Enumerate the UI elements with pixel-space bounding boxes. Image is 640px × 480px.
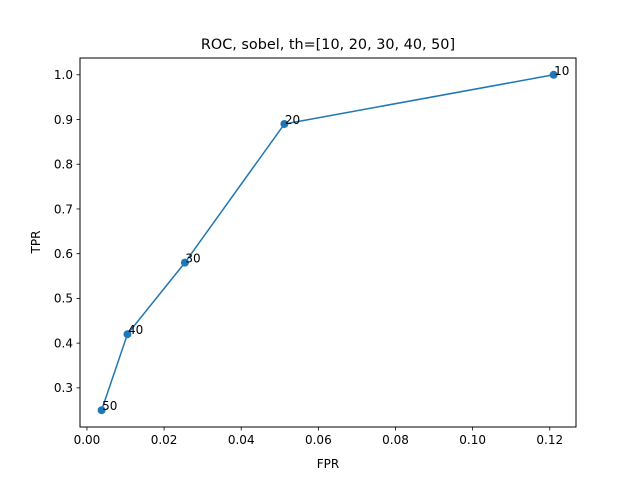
y-tick-label: 0.7 [54,202,73,216]
threshold-label: 50 [102,399,117,413]
x-tick-label: 0.00 [74,433,101,447]
chart-title: ROC, sobel, th=[10, 20, 30, 40, 50] [201,37,455,53]
y-tick-label: 0.8 [54,158,73,172]
data-point [97,406,106,415]
y-axis-label: TPR [29,231,43,255]
y-tick-label: 1.0 [54,68,73,82]
x-axis-label: FPR [317,457,339,471]
x-tick-label: 0.04 [228,433,255,447]
data-point [280,119,289,128]
series-layer: 10 20 30 40 50 [97,64,569,415]
threshold-label: 10 [554,64,569,78]
threshold-label: 20 [285,113,300,127]
data-point [123,330,132,339]
y-tick-label: 0.9 [54,113,73,127]
y-tick-label: 0.5 [54,292,73,306]
y-tick-label: 0.4 [54,336,73,350]
x-tick-label: 0.02 [151,433,178,447]
threshold-label: 30 [185,252,200,266]
x-tick-label: 0.10 [459,433,486,447]
threshold-label: 40 [128,323,143,337]
x-tick-label: 0.08 [382,433,409,447]
y-tick-label: 0.6 [54,247,73,261]
y-axis-ticks: 0.3 0.4 0.5 0.6 0.7 0.8 0.9 1.0 [54,68,80,395]
x-tick-label: 0.06 [305,433,332,447]
x-axis-ticks: 0.00 0.02 0.04 0.06 0.08 0.10 0.12 [74,427,563,447]
data-point [180,258,189,267]
x-tick-label: 0.12 [536,433,563,447]
data-point [549,70,558,79]
y-tick-label: 0.3 [54,381,73,395]
axes-frame [79,57,577,428]
